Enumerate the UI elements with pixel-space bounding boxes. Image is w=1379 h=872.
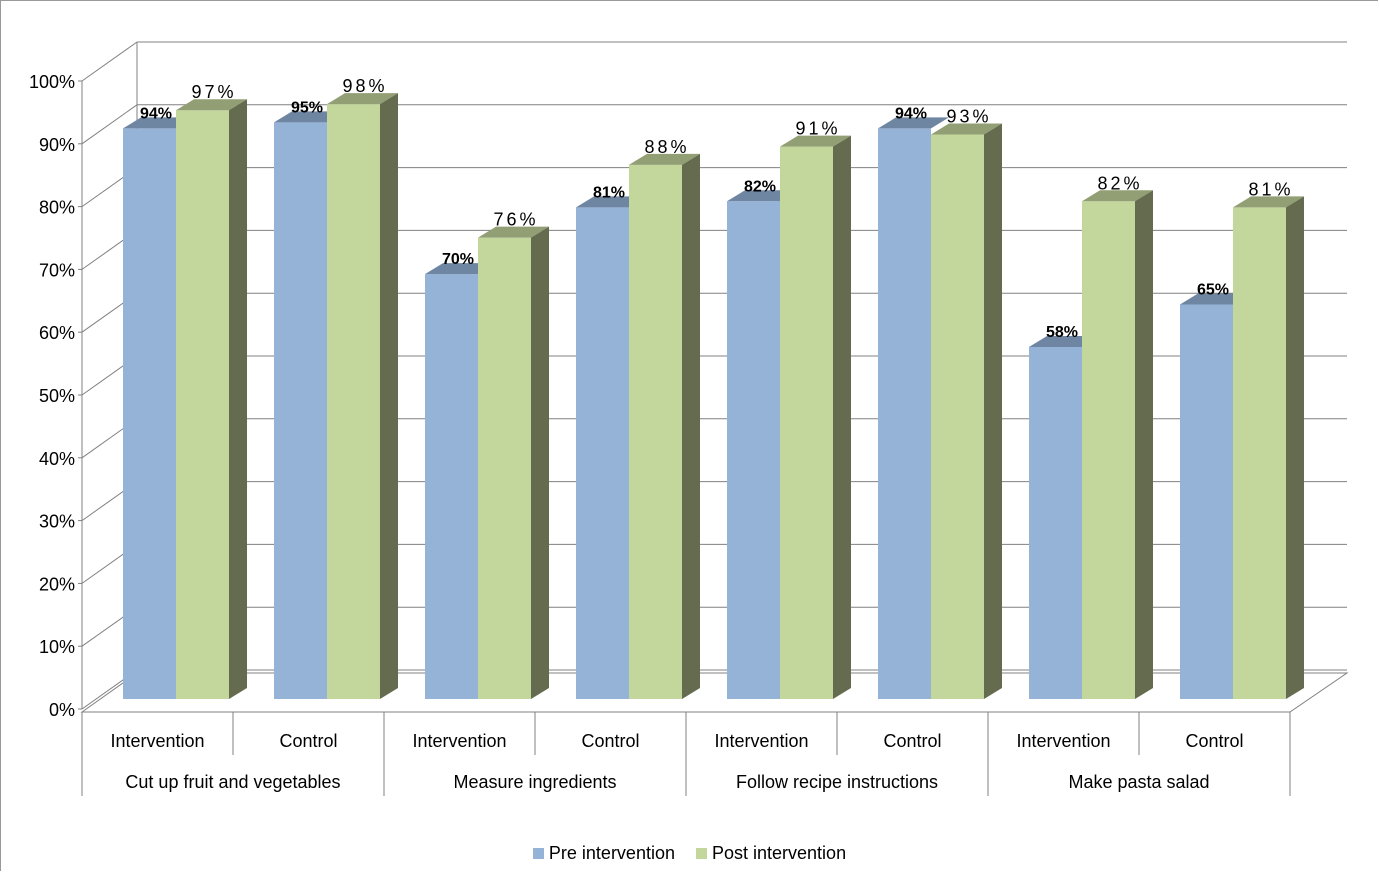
bar-pre-front xyxy=(1180,304,1233,699)
x-subcategory-label: Intervention xyxy=(110,731,204,751)
legend-label-pre: Pre intervention xyxy=(548,843,675,863)
x-group-label: Follow recipe instructions xyxy=(736,772,938,792)
bar-pre-front xyxy=(123,128,176,700)
legend-swatch-post xyxy=(696,848,707,859)
bar-post-top xyxy=(931,123,1002,135)
side-gridline xyxy=(81,41,138,82)
bar-pre-front xyxy=(576,207,629,699)
x-group-label: Cut up fruit and vegetables xyxy=(125,772,340,792)
bar-post-side xyxy=(984,123,1002,700)
bar-post-front xyxy=(629,164,682,700)
x-subcategory-label: Intervention xyxy=(1016,731,1110,751)
data-label-post: 97% xyxy=(191,82,236,102)
data-label-pre: 95% xyxy=(291,99,323,116)
y-tick-label: 30% xyxy=(39,512,75,532)
chart-floor xyxy=(80,672,1349,713)
x-subcategory-label: Intervention xyxy=(412,731,506,751)
bar-post-top xyxy=(780,135,851,147)
bar-post-side xyxy=(1286,196,1304,699)
y-tick-label: 90% xyxy=(39,135,75,155)
x-subcategory-label: Intervention xyxy=(714,731,808,751)
data-label-post: 91% xyxy=(795,119,840,139)
bar-pre-front xyxy=(1029,346,1082,699)
bar-post-top xyxy=(478,226,549,238)
bar-pre-front xyxy=(274,122,327,700)
bar-post-side xyxy=(229,99,247,699)
bar-post-side xyxy=(531,226,549,699)
x-subcategory-label: Control xyxy=(883,731,941,751)
bar-pre-front xyxy=(425,274,478,699)
data-label-post: 81% xyxy=(1248,179,1293,199)
legend: Pre intervention Post intervention xyxy=(0,843,1379,864)
bar-post-side xyxy=(682,153,700,700)
bar-post-top xyxy=(629,153,700,165)
y-tick-label: 80% xyxy=(39,198,75,218)
data-label-post: 93% xyxy=(946,106,991,126)
x-group-label: Make pasta salad xyxy=(1068,772,1209,792)
data-label-post: 76% xyxy=(493,210,538,230)
bar-post-front xyxy=(478,237,531,699)
bar-post-top xyxy=(1233,196,1304,208)
legend-item-pre: Pre intervention xyxy=(532,843,675,864)
y-tick-label: 0% xyxy=(49,700,75,720)
bar-post-front xyxy=(780,146,833,699)
data-label-pre: 58% xyxy=(1046,324,1078,341)
y-tick-label: 20% xyxy=(39,574,75,594)
x-group-label: Measure ingredients xyxy=(453,772,616,792)
bar-post-top xyxy=(176,99,247,111)
side-gridline xyxy=(81,104,138,145)
bar-post-top xyxy=(1082,190,1153,202)
y-tick-label: 40% xyxy=(39,449,75,469)
y-tick-label: 100% xyxy=(29,72,75,92)
bar-pre-front xyxy=(878,128,931,700)
x-subcategory-label: Control xyxy=(279,731,337,751)
legend-item-post: Post intervention xyxy=(696,843,846,864)
bar-post-front xyxy=(1233,207,1286,699)
bar-post-front xyxy=(1082,201,1135,699)
legend-swatch-pre xyxy=(532,848,544,859)
y-tick-label: 60% xyxy=(39,323,75,343)
bar-pre-front xyxy=(727,201,780,699)
bar-post-front xyxy=(176,110,229,699)
data-label-pre: 94% xyxy=(895,105,927,122)
data-label-pre: 65% xyxy=(1197,281,1229,298)
bar-post-top xyxy=(327,93,398,105)
bar-post-front xyxy=(931,134,984,700)
data-label-post: 98% xyxy=(342,76,387,96)
x-subcategory-label: Control xyxy=(1185,731,1243,751)
bar-post-side xyxy=(1135,190,1153,699)
data-label-pre: 70% xyxy=(442,251,474,268)
bar-pre-top xyxy=(878,117,949,129)
y-tick-label: 70% xyxy=(39,260,75,280)
data-label-post: 88% xyxy=(644,137,689,157)
bar-post-front xyxy=(327,104,380,699)
bar-post-side xyxy=(380,93,398,699)
bar-post-side xyxy=(833,135,851,699)
data-label-pre: 81% xyxy=(593,184,625,201)
y-tick-label: 50% xyxy=(39,386,75,406)
y-tick-label: 10% xyxy=(39,637,75,657)
data-label-pre: 94% xyxy=(140,105,172,122)
data-label-pre: 82% xyxy=(744,178,776,195)
legend-label-post: Post intervention xyxy=(712,843,847,863)
data-label-post: 82% xyxy=(1097,173,1142,193)
x-subcategory-label: Control xyxy=(581,731,639,751)
